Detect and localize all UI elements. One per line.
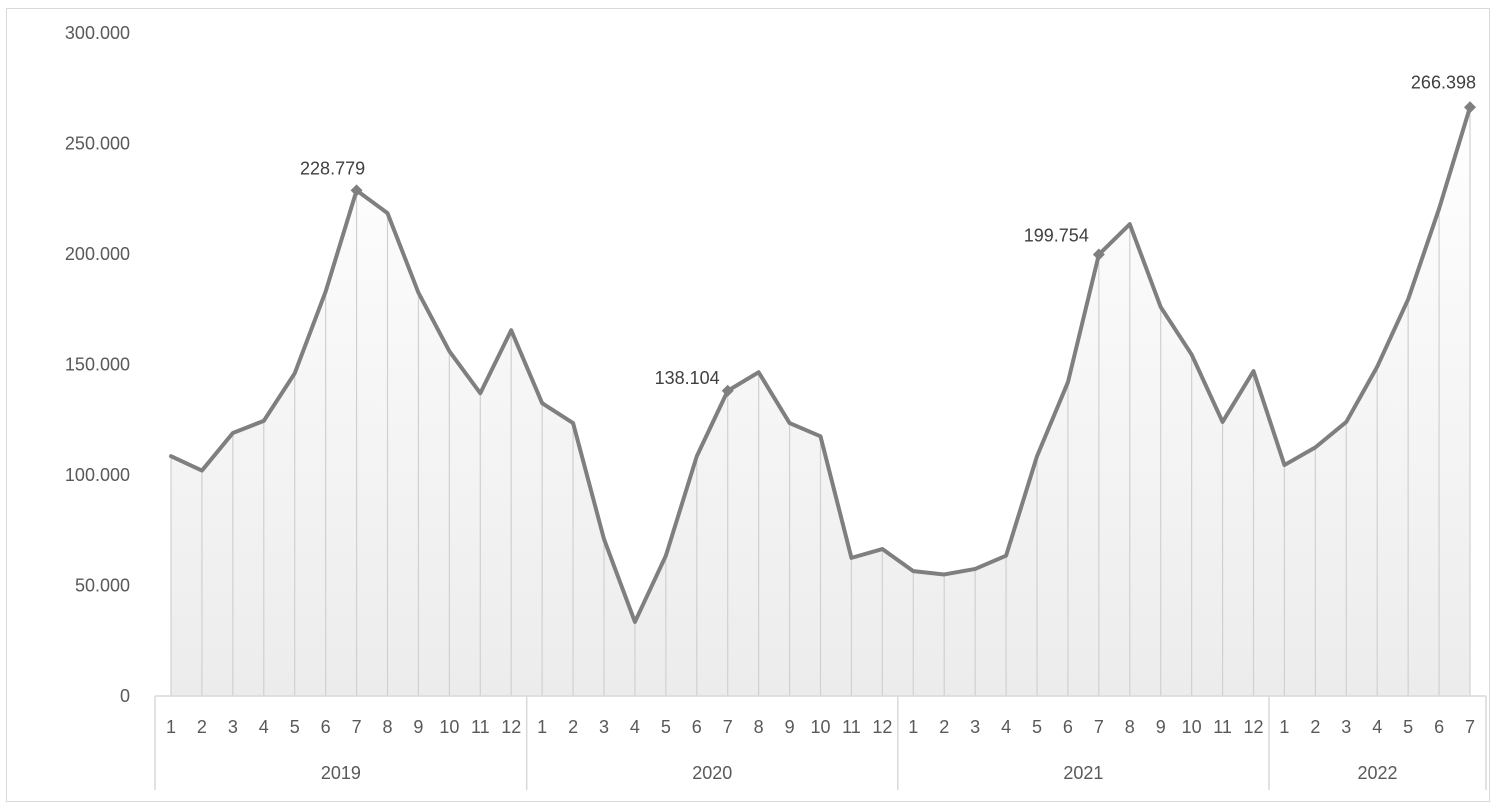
- x-tick-label-month: 5: [1403, 717, 1413, 737]
- x-tick-label-month: 4: [259, 717, 269, 737]
- data-label: 138.104: [655, 368, 720, 388]
- x-tick-label-month: 11: [471, 717, 490, 737]
- x-tick-label-month: 1: [1279, 717, 1289, 737]
- x-tick-label-month: 2: [197, 717, 207, 737]
- y-tick-label: 200.000: [65, 244, 130, 264]
- series-line-group: [169, 105, 1472, 624]
- x-tick-label-month: 2: [1310, 717, 1320, 737]
- x-tick-label-year: 2021: [1063, 763, 1103, 783]
- x-tick-label-year: 2019: [321, 763, 361, 783]
- x-tick-label-month: 7: [352, 717, 362, 737]
- x-tick-label-year: 2022: [1357, 763, 1397, 783]
- x-tick-label-month: 3: [1341, 717, 1351, 737]
- x-tick-label-month: 12: [501, 717, 521, 737]
- x-tick-label-month: 7: [1094, 717, 1104, 737]
- x-tick-label-month: 4: [1001, 717, 1011, 737]
- x-tick-label-month: 6: [321, 717, 331, 737]
- x-tick-label-month: 10: [810, 717, 830, 737]
- x-tick-label-month: 8: [754, 717, 764, 737]
- x-tick-label-month: 6: [1434, 717, 1444, 737]
- x-tick-label-month: 3: [228, 717, 238, 737]
- x-tick-label-month: 2: [568, 717, 578, 737]
- x-tick-label-month: 7: [1465, 717, 1475, 737]
- data-label: 266.398: [1411, 72, 1476, 92]
- x-tick-label-month: 9: [1156, 717, 1166, 737]
- data-labels: 228.779 138.104 199.754 266.398: [300, 72, 1476, 397]
- x-tick-label-month: 7: [723, 717, 733, 737]
- data-label-marker: [1092, 248, 1105, 261]
- x-tick-label-month: 5: [661, 717, 671, 737]
- area-fill: [171, 107, 1470, 696]
- x-tick-label-month: 10: [1182, 717, 1202, 737]
- data-label: 228.779: [300, 158, 365, 178]
- drop-lines: [170, 107, 1471, 696]
- x-tick-label-month: 8: [1125, 717, 1135, 737]
- data-label-marker: [1464, 101, 1476, 114]
- x-tick-label-month: 4: [1372, 717, 1382, 737]
- x-tick-label-year: 2020: [692, 763, 732, 783]
- x-tick-label-month: 9: [785, 717, 795, 737]
- x-tick-label-month: 5: [1032, 717, 1042, 737]
- y-axis: 0 50.000 100.000 150.000 200.000 250.000 300.0…: [65, 23, 130, 706]
- x-tick-label-month: 2: [939, 717, 949, 737]
- x-tick-label-month: 9: [413, 717, 423, 737]
- data-label-marker: [350, 184, 363, 197]
- x-tick-label-month: 1: [537, 717, 547, 737]
- y-tick-label: 0: [120, 686, 130, 706]
- y-tick-label: 50.000: [75, 576, 130, 596]
- x-tick-label-month: 6: [692, 717, 702, 737]
- y-tick-label: 300.000: [65, 23, 130, 43]
- y-tick-label: 100.000: [65, 465, 130, 485]
- data-label: 199.754: [1024, 226, 1089, 246]
- x-tick-label-month: 11: [842, 717, 861, 737]
- y-tick-label: 150.000: [65, 355, 130, 375]
- plot-area: [171, 107, 1470, 696]
- x-tick-label-month: 3: [970, 717, 980, 737]
- x-tick-label-month: 1: [908, 717, 918, 737]
- data-label-marker: [721, 384, 734, 397]
- x-tick-label-month: 3: [599, 717, 609, 737]
- x-tick-label-month: 12: [872, 717, 892, 737]
- x-tick-label-month: 5: [290, 717, 300, 737]
- y-tick-label: 250.000: [65, 134, 130, 154]
- x-tick-label-month: 1: [166, 717, 176, 737]
- x-tick-label-month: 8: [382, 717, 392, 737]
- x-tick-label-month: 6: [1063, 717, 1073, 737]
- x-tick-label-month: 11: [1213, 717, 1232, 737]
- x-tick-label-month: 10: [439, 717, 459, 737]
- x-tick-label-month: 12: [1243, 717, 1263, 737]
- x-tick-label-month: 4: [630, 717, 640, 737]
